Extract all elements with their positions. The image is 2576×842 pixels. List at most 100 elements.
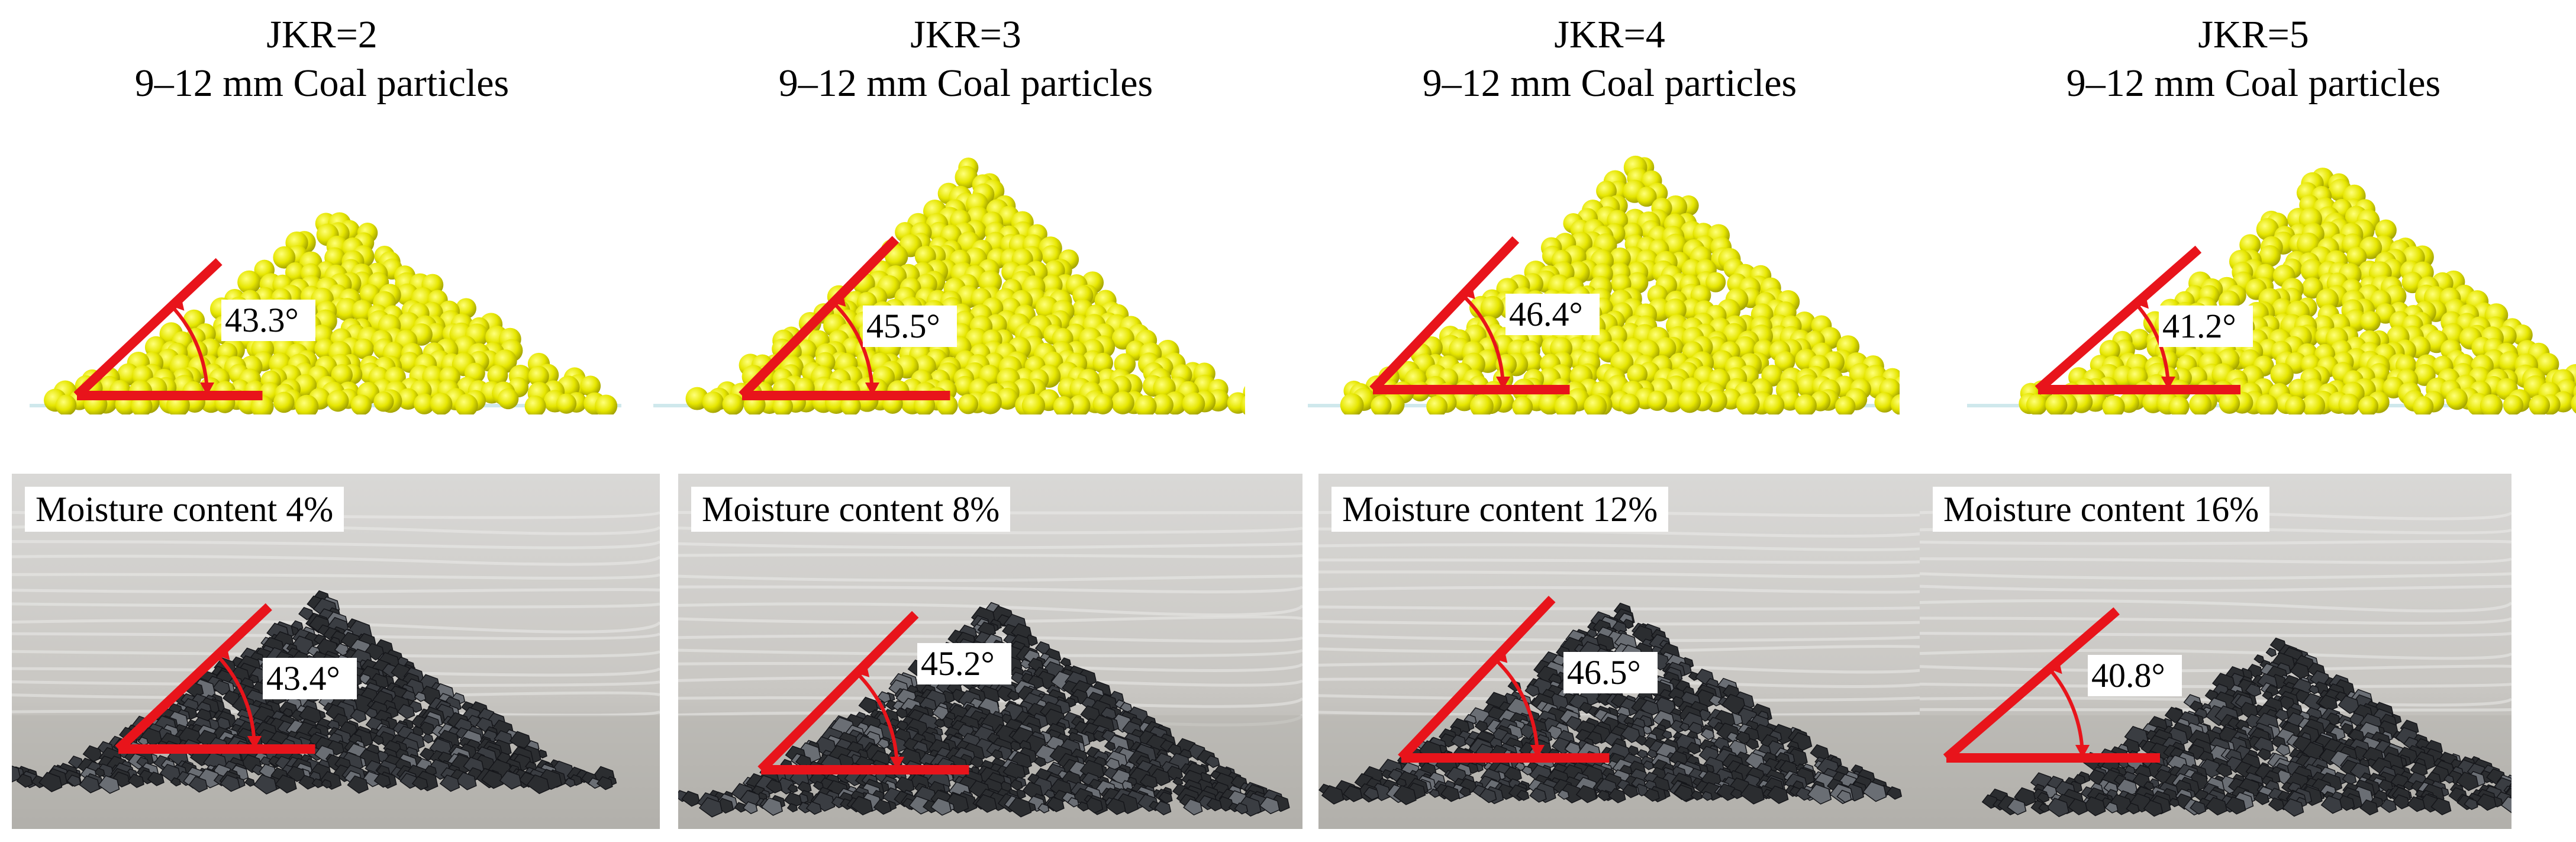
particle [397,388,419,410]
coal-chunk [786,803,798,813]
coal-chunk [1575,785,1597,804]
coal-chunk [1259,796,1280,815]
coal-chunk [127,773,144,788]
coal-chunk [1206,798,1223,812]
coal-chunk [365,707,378,719]
coal-chunk [2308,684,2320,695]
panel-title: JKR=2 9–12 mm Coal particles [0,11,644,108]
particle [1092,352,1114,374]
coal-chunk [2068,798,2088,815]
panel-jkr-5: JKR=5 9–12 mm Coal particles 41.2° 40.8°… [1920,0,2576,842]
angle-slope-line [1369,236,1520,393]
angle-label-background [221,300,315,341]
coal-chunk [499,770,522,790]
particle-pile [1340,155,1900,414]
coal-chunk [850,796,873,816]
background-fold [1920,572,2511,580]
coal-chunk [1807,783,1832,805]
coal-chunk [1641,725,1652,735]
angle-value-label: 45.2° [921,644,995,683]
particle [722,393,744,414]
coal-chunk [1620,725,1641,743]
particle [1340,393,1364,414]
particle [556,393,577,414]
background-fold [12,632,660,641]
particle [1111,391,1134,414]
coal-chunk [2443,774,2455,784]
jkr-label: JKR=4 [1554,13,1665,56]
angle-value-label: 45.5° [866,307,940,345]
moisture-content-label: Moisture content 4% [25,487,344,532]
coal-chunk [1167,743,1182,756]
particle [2529,394,2551,414]
angle-marker: 43.3° [73,258,315,400]
angle-marker: 45.5° [739,236,957,400]
particle [2219,393,2240,414]
arc-arrowhead [1462,287,1475,300]
coal-chunk [1007,796,1032,818]
particle [1182,392,1205,414]
simulation-pile: 43.3° [30,142,621,414]
coal-chunk [2256,748,2272,761]
coal-chunk [1586,731,1603,745]
particle [373,391,394,412]
arc-arrowhead [1495,377,1511,390]
experiment-photo: 46.5° Moisture content 12% [1318,474,1943,829]
particle [1609,248,1631,269]
particle [1794,394,1817,414]
particle [2446,388,2468,410]
coal-chunk [373,773,391,788]
panel-title: JKR=3 9–12 mm Coal particles [644,11,1288,108]
particle-pile [2019,168,2576,414]
coal-chunk [1154,801,1172,815]
arc-arrowhead [1530,745,1545,758]
coal-chunk [1529,788,1547,803]
coal-chunk [2336,795,2355,811]
coal-chunk [1557,789,1570,800]
coal-chunk [372,734,385,745]
particle [1653,337,1677,359]
angle-marker: 40.8° [1943,607,2182,763]
particle [702,391,724,413]
coal-chunk [1084,796,1104,814]
coal-chunk [1024,634,1038,647]
angle-marker: 46.5° [1398,596,1658,763]
particle [2503,395,2524,414]
background-fold [12,588,660,594]
particle [2300,259,2324,282]
coal-chunk [2378,779,2394,793]
angle-slope-line [757,610,919,773]
coal-chunk [2126,802,2140,815]
coal-chunk [1059,657,1072,667]
particle [2413,396,2434,414]
jkr-label: JKR=3 [910,13,1021,56]
background-fold [1318,543,1943,551]
background-fold [1318,677,1943,688]
coal-chunk [2224,796,2246,815]
background-fold [1920,599,2511,613]
coal-chunk [275,774,297,793]
particle [2301,394,2326,414]
particle [1678,390,1701,413]
coal-chunk [411,776,428,790]
coal-chunk [761,797,783,816]
coal-chunk [1070,689,1089,705]
coal-chunk [421,733,434,744]
coal-chunk [1686,741,1701,755]
particle-pile [44,212,618,414]
coal-chunk [1114,793,1139,814]
coal-chunk [2320,795,2343,814]
particle-size-label: 9–12 mm Coal particles [778,62,1153,105]
jkr-label: JKR=5 [2198,13,2309,56]
coal-chunk [995,745,1013,761]
angle-slope-line [115,603,272,753]
background-fold [1318,662,1943,674]
coal-chunk [1034,641,1051,655]
angle-slope-line [2035,245,2202,394]
background-fold [678,574,1302,582]
angle-slope-line [1398,596,1556,761]
coal-chunk [1183,798,1203,816]
particle [1596,181,1617,201]
background-fold [12,619,660,634]
particle [2480,394,2503,414]
